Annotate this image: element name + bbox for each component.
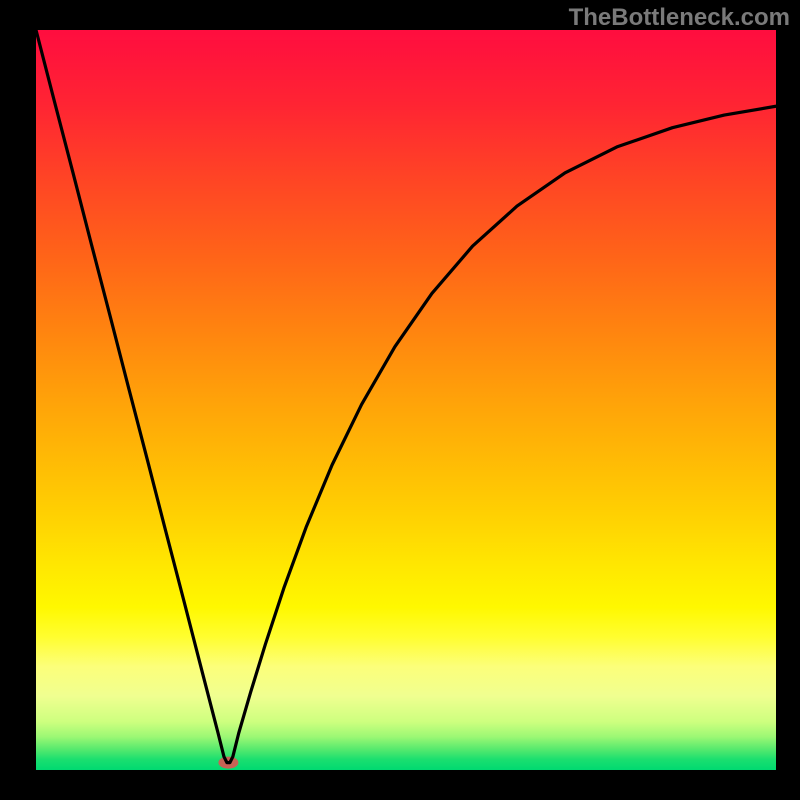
chart-svg xyxy=(36,30,776,770)
gradient-background xyxy=(36,30,776,770)
chart-frame xyxy=(36,30,776,770)
watermark-text: TheBottleneck.com xyxy=(569,4,790,32)
